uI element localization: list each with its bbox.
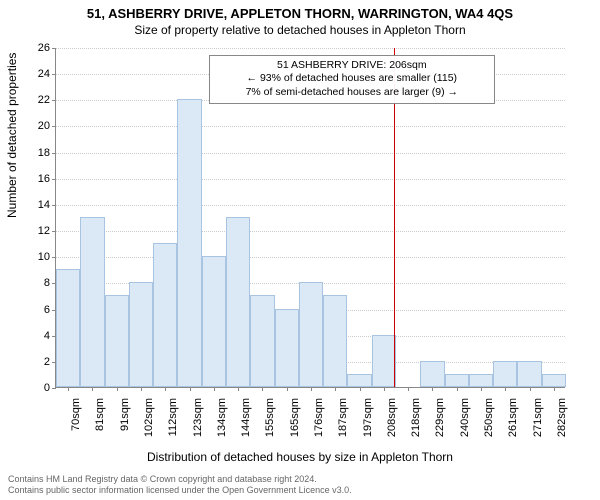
ytick-label: 6	[44, 304, 56, 316]
xtick-mark	[457, 387, 458, 391]
xtick-label: 282sqm	[550, 398, 568, 437]
bar	[420, 361, 444, 387]
plot-wrap: 0246810121416182022242670sqm81sqm91sqm10…	[55, 48, 565, 388]
ytick-label: 18	[38, 147, 56, 159]
xtick-mark	[505, 387, 506, 391]
gridline	[56, 48, 565, 49]
xtick-label: 218sqm	[404, 398, 422, 437]
bar	[493, 361, 517, 387]
chart-container: 51, ASHBERRY DRIVE, APPLETON THORN, WARR…	[0, 0, 600, 500]
xtick-mark	[335, 387, 336, 391]
bar	[129, 282, 153, 387]
xtick-label: 208sqm	[380, 398, 398, 437]
gridline	[56, 205, 565, 206]
xtick-mark	[141, 387, 142, 391]
ytick-label: 16	[38, 173, 56, 185]
ytick-label: 12	[38, 225, 56, 237]
xtick-label: 81sqm	[88, 398, 106, 431]
xtick-label: 229sqm	[428, 398, 446, 437]
bar	[202, 256, 226, 387]
xtick-label: 102sqm	[137, 398, 155, 437]
xtick-mark	[408, 387, 409, 391]
gridline	[56, 231, 565, 232]
xtick-mark	[214, 387, 215, 391]
ytick-label: 2	[44, 356, 56, 368]
bar	[177, 99, 201, 387]
ytick-label: 0	[44, 382, 56, 394]
xtick-mark	[287, 387, 288, 391]
xtick-label: 144sqm	[234, 398, 252, 437]
xtick-mark	[481, 387, 482, 391]
xtick-label: 91sqm	[113, 398, 131, 431]
bar	[226, 217, 250, 387]
bar	[299, 282, 323, 387]
xtick-mark	[165, 387, 166, 391]
bar	[105, 295, 129, 387]
bar	[323, 295, 347, 387]
bar	[347, 374, 371, 387]
xtick-mark	[68, 387, 69, 391]
xtick-mark	[360, 387, 361, 391]
xtick-mark	[238, 387, 239, 391]
xtick-label: 250sqm	[477, 398, 495, 437]
footer-line1: Contains HM Land Registry data © Crown c…	[8, 474, 352, 485]
xtick-mark	[190, 387, 191, 391]
annotation-line: ← 93% of detached houses are smaller (11…	[216, 72, 488, 86]
ytick-label: 8	[44, 277, 56, 289]
ytick-label: 22	[38, 94, 56, 106]
xtick-label: 271sqm	[526, 398, 544, 437]
bar	[275, 309, 299, 387]
ytick-label: 4	[44, 330, 56, 342]
bar	[445, 374, 469, 387]
plot-area: 0246810121416182022242670sqm81sqm91sqm10…	[55, 48, 565, 388]
xtick-mark	[432, 387, 433, 391]
bar	[372, 335, 396, 387]
xtick-mark	[311, 387, 312, 391]
xtick-label: 112sqm	[161, 398, 179, 436]
xtick-mark	[262, 387, 263, 391]
annotation-box: 51 ASHBERRY DRIVE: 206sqm← 93% of detach…	[209, 55, 495, 104]
xtick-label: 134sqm	[210, 398, 228, 437]
xtick-label: 176sqm	[307, 398, 325, 437]
bar	[56, 269, 80, 387]
bar	[80, 217, 104, 387]
ytick-label: 24	[38, 68, 56, 80]
xtick-label: 187sqm	[331, 398, 349, 437]
xtick-mark	[530, 387, 531, 391]
x-axis-label: Distribution of detached houses by size …	[0, 450, 600, 464]
chart-subtitle: Size of property relative to detached ho…	[0, 21, 600, 37]
y-axis-label: Number of detached properties	[5, 53, 19, 218]
xtick-mark	[554, 387, 555, 391]
bar	[250, 295, 274, 387]
xtick-label: 261sqm	[501, 398, 519, 437]
bar	[542, 374, 566, 387]
annotation-line: 7% of semi-detached houses are larger (9…	[216, 86, 488, 100]
xtick-label: 197sqm	[356, 398, 374, 437]
footer-line2: Contains public sector information licen…	[8, 485, 352, 496]
footer: Contains HM Land Registry data © Crown c…	[8, 474, 352, 496]
gridline	[56, 153, 565, 154]
ytick-label: 20	[38, 120, 56, 132]
xtick-mark	[92, 387, 93, 391]
ytick-label: 10	[38, 251, 56, 263]
bar	[469, 374, 493, 387]
xtick-label: 165sqm	[283, 398, 301, 437]
ytick-label: 14	[38, 199, 56, 211]
gridline	[56, 179, 565, 180]
xtick-label: 70sqm	[64, 398, 82, 431]
xtick-label: 123sqm	[186, 398, 204, 437]
xtick-mark	[384, 387, 385, 391]
gridline	[56, 126, 565, 127]
annotation-line: 51 ASHBERRY DRIVE: 206sqm	[216, 59, 488, 73]
chart-title: 51, ASHBERRY DRIVE, APPLETON THORN, WARR…	[0, 0, 600, 21]
bar	[517, 361, 541, 387]
xtick-label: 155sqm	[258, 398, 276, 437]
ytick-label: 26	[38, 42, 56, 54]
xtick-mark	[117, 387, 118, 391]
bar	[153, 243, 177, 387]
xtick-label: 240sqm	[453, 398, 471, 437]
gridline	[56, 257, 565, 258]
